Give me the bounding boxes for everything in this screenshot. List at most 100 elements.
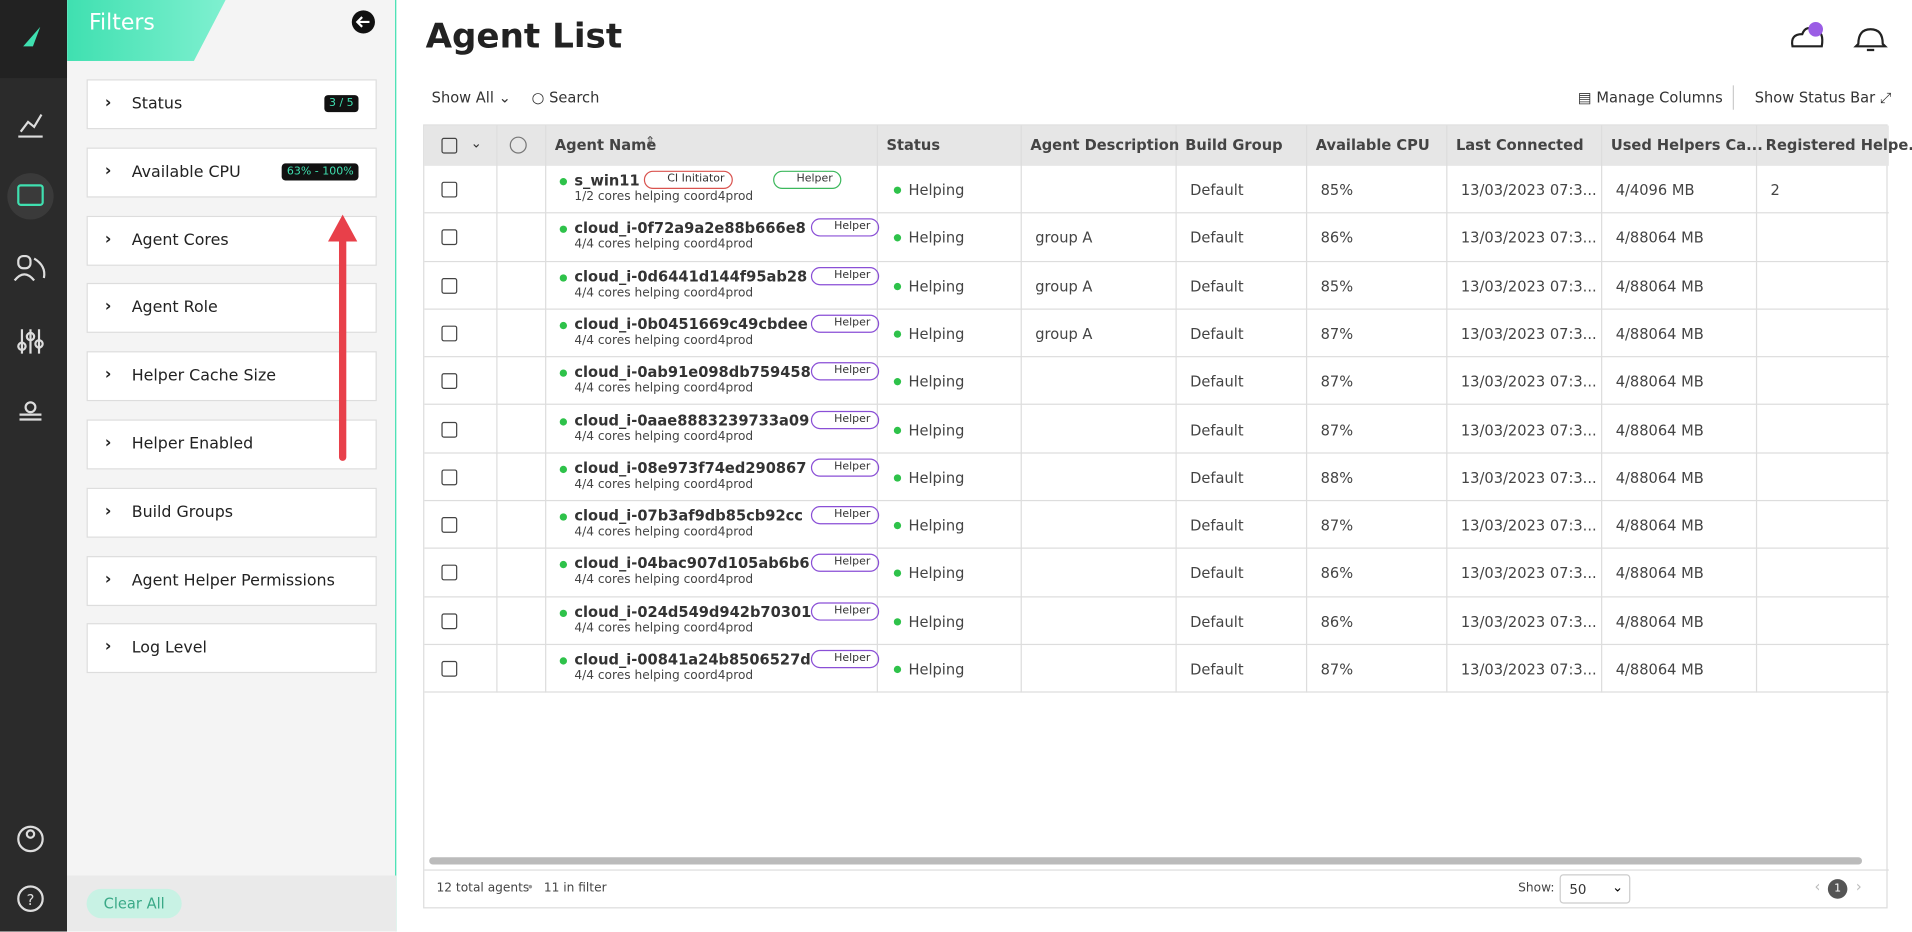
cell-status: Helping [908, 277, 965, 295]
row-checkbox[interactable] [441, 612, 458, 629]
chevron: › [104, 229, 112, 249]
row-checkbox[interactable] [441, 517, 458, 533]
table-row: cloud_i-0aae8883239733a09 4/4 cores helpi… [424, 405, 1889, 454]
column-header[interactable]: Status [886, 136, 941, 154]
cell-registered: 2 [1770, 181, 1780, 199]
cell-used: 4/88064 MB [1615, 277, 1704, 295]
status-dot [893, 234, 902, 242]
prev-page[interactable]: ‹ [1814, 877, 1821, 896]
cell-last: 13/03/2023 07:3... [1460, 565, 1597, 583]
cell-cpu: 86% [1320, 229, 1354, 247]
filter-item[interactable]: › Helper Cache Size [86, 351, 377, 402]
cell-last: 13/03/2023 07:3... [1460, 373, 1597, 391]
status-dot [893, 569, 902, 578]
role-badge: Helper [810, 314, 879, 333]
agent-name[interactable]: cloud_i-0d6441d144f95ab28 [574, 267, 808, 285]
filters-title: Filters [89, 9, 155, 36]
column-header[interactable]: Available CPU [1315, 136, 1430, 154]
cell-used: 4/88064 MB [1615, 565, 1704, 583]
column-header[interactable]: Build Group [1185, 136, 1283, 154]
clear-all-button[interactable]: Clear All [86, 888, 182, 919]
agent-name[interactable]: cloud_i-0aae8883239733a09 [574, 411, 810, 429]
filter-item[interactable]: › Agent Helper Permissions [86, 555, 377, 606]
column-header[interactable]: Registered Helpe... [1765, 136, 1912, 154]
cell-cpu: 87% [1320, 660, 1354, 678]
show-all-dropdown[interactable]: Show All ⌄ [431, 89, 511, 107]
agent-name[interactable]: cloud_i-0f72a9a2e88b666e8 [574, 219, 806, 237]
show-status-bar[interactable]: Show Status Bar ⤢ [1754, 89, 1892, 107]
agent-name[interactable]: cloud_i-00841a24b8506527d [574, 651, 811, 669]
filter-label: Build Groups [131, 503, 234, 522]
agent-name[interactable]: s_win11 [574, 171, 640, 190]
agent-name[interactable]: cloud_i-0b0451669c49cbdee [574, 315, 808, 333]
cell-used: 4/4096 MB [1615, 181, 1695, 199]
agent-subtext: 4/4 cores helping coord4prod [574, 238, 754, 252]
cell-status: Helping [908, 565, 965, 583]
cell-description: group A [1035, 277, 1093, 295]
cell-group: Default [1190, 517, 1244, 535]
cell-description: group A [1035, 325, 1093, 343]
cell-last: 13/03/2023 07:3... [1460, 325, 1597, 343]
info-icon [509, 136, 527, 154]
row-checkbox[interactable] [441, 565, 458, 581]
row-checkbox[interactable] [441, 373, 458, 390]
row-checkbox[interactable] [441, 277, 458, 294]
agent-subtext: 4/4 cores helping coord4prod [574, 525, 754, 540]
scrollbar[interactable] [429, 857, 1863, 865]
role-badge: Helper [810, 266, 879, 285]
manage-columns[interactable]: ▤ Manage Columns [1577, 89, 1723, 107]
column-divider [1601, 125, 1603, 693]
row-checkbox[interactable] [441, 421, 458, 438]
agent-name[interactable]: cloud_i-04bac907d105ab6b6 [574, 555, 810, 573]
cell-group: Default [1190, 181, 1244, 199]
filter-item[interactable]: › Log Level [86, 623, 377, 674]
filter-item[interactable]: › Helper Enabled [86, 419, 377, 470]
show-label: Show: [1518, 881, 1555, 896]
row-checkbox[interactable] [441, 469, 458, 486]
agent-subtext: 4/4 cores helping coord4prod [574, 573, 754, 588]
filter-item[interactable]: › Status 3 / 5 [86, 79, 377, 130]
row-checkbox[interactable] [441, 181, 458, 198]
row-checkbox[interactable] [441, 660, 458, 677]
nav-rail: ? [0, 0, 68, 932]
cell-used: 4/88064 MB [1615, 325, 1704, 343]
filter-item[interactable]: › Build Groups [86, 487, 377, 538]
collapse-button[interactable] [351, 10, 375, 34]
column-header[interactable]: Used Helpers Ca... [1610, 136, 1763, 154]
cell-group: Default [1190, 660, 1244, 678]
column-header[interactable]: Agent Description [1030, 136, 1180, 154]
column-header[interactable]: Last Connected [1455, 136, 1584, 154]
filter-label: Agent Role [131, 299, 218, 318]
status-dot [893, 378, 902, 386]
agent-name[interactable]: cloud_i-07b3af9db85cb92cc [574, 507, 803, 525]
table-row: cloud_i-04bac907d105ab6b6 4/4 cores helpi… [424, 549, 1889, 598]
annotation-arrow [328, 214, 358, 461]
status-dot [893, 186, 902, 194]
table-row: cloud_i-0d6441d144f95ab28 4/4 cores helpi… [424, 262, 1889, 310]
current-page[interactable]: 1 [1827, 879, 1848, 899]
search[interactable]: ○ Search [531, 89, 600, 107]
row-checkbox[interactable] [441, 229, 458, 246]
agent-name[interactable]: cloud_i-08e973f74ed290867 [574, 459, 807, 477]
column-header[interactable]: Agent Name [554, 136, 657, 154]
select-all-checkbox[interactable] [441, 137, 458, 154]
cell-cpu: 87% [1320, 373, 1354, 391]
cell-status: Helping [908, 612, 965, 631]
cell-status: Helping [908, 325, 965, 343]
filter-item[interactable]: › Agent Cores [86, 215, 377, 266]
table-row: cloud_i-0b0451669c49cbdee 4/4 cores helpi… [424, 310, 1889, 358]
chevron: › [104, 161, 112, 181]
agent-name[interactable]: cloud_i-024d549d942b70301 [574, 603, 812, 621]
header-icons[interactable] [1788, 20, 1898, 57]
filter-item[interactable]: › Agent Role [86, 283, 377, 334]
row-checkbox[interactable] [441, 325, 458, 342]
agent-name[interactable]: cloud_i-0ab91e098db759458 [574, 363, 811, 381]
next-page[interactable]: › [1855, 877, 1862, 896]
filter-item[interactable]: › Available CPU 63% - 100% [86, 147, 377, 198]
cell-cpu: 87% [1320, 325, 1354, 343]
filter-label: Agent Cores [131, 231, 229, 250]
agent-subtext: 4/4 cores helping coord4prod [574, 381, 754, 396]
page-size-select[interactable]: 50 ⌄ [1559, 874, 1631, 904]
cell-cpu: 85% [1320, 181, 1354, 199]
